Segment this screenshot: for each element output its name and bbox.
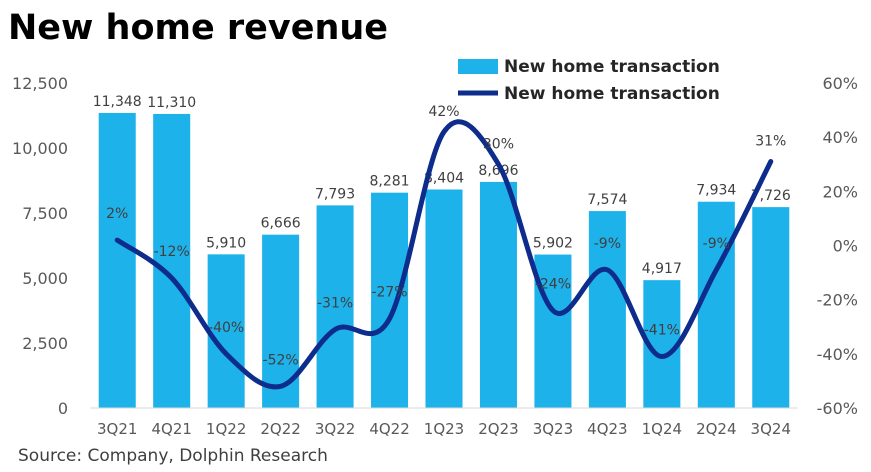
bar [588,211,626,408]
bar-value-label: 6,666 [261,216,301,232]
category-label: 1Q22 [206,420,246,438]
category-label: 3Q22 [315,420,355,438]
bar [98,112,136,409]
bar-value-label: 7,793 [315,186,355,202]
line-value-label: 30% [483,136,514,152]
category-label: 1Q24 [642,420,682,438]
line-series [114,119,774,390]
category-label: 3Q24 [751,420,791,438]
left-tick-label: 7,500 [22,204,68,223]
line-value-label: -9% [594,236,621,252]
bar-value-label: 7,574 [587,192,627,208]
left-tick-label: 10,000 [12,139,68,158]
bar-value-label: 4,917 [642,261,682,277]
right-tick-label: -20% [817,291,858,310]
left-tick-label: 0 [58,399,68,418]
right-tick-label: 60% [822,74,858,93]
left-tick-label: 5,000 [22,269,68,288]
growth-line [114,119,774,390]
bar-value-label: 11,348 [93,94,142,110]
bar-value-labels: 11,348 11,310 5,910 6,666 7,793 8,281 8,404 8,6… [93,94,791,277]
line-value-label: -27% [371,285,407,301]
bar [425,189,463,408]
category-label: 2Q22 [260,420,300,438]
category-label: 2Q23 [478,420,518,438]
left-tick-label: 12,500 [12,74,68,93]
category-label: 3Q21 [97,420,137,438]
legend-line-label: New home transaction [504,84,720,104]
bar [371,192,409,408]
bar [207,254,245,408]
bar [153,113,191,408]
bar [262,234,300,408]
bar-value-label: 7,934 [696,183,736,199]
bar-value-label: 7,726 [751,188,791,204]
right-y-axis: -60% -40% -20% 0% 20% 40% 60% [817,74,858,418]
bar-value-label: 8,281 [369,174,409,190]
legend-bar-label: New home transaction [504,57,720,77]
bar [752,207,790,408]
line-value-label: 2% [106,206,128,222]
bar [534,254,572,408]
source-note: Source: Company, Dolphin Research [18,446,328,466]
right-tick-label: 40% [822,128,858,147]
line-value-label: -24% [535,277,571,293]
line-value-label: 31% [755,134,786,150]
bar [697,201,735,408]
line-value-label: -12% [154,244,190,260]
line-value-label: -40% [208,320,244,336]
category-label: 1Q23 [424,420,464,438]
bar-value-label: 5,902 [533,236,573,252]
line-value-label: -41% [644,323,680,339]
right-tick-label: 20% [822,182,858,201]
right-tick-label: 0% [833,237,858,256]
right-tick-label: -60% [817,399,858,418]
line-value-label: -31% [317,295,353,311]
line-value-labels: 2% -12% -40% -52% -31% -27% 42% 30% -24% -9% -41% -… [106,104,786,369]
category-label: 3Q23 [533,420,573,438]
bar-value-label: 11,310 [147,95,196,111]
chart-title: New home revenue [8,8,389,48]
category-label: 4Q23 [587,420,627,438]
right-tick-label: -40% [817,345,858,364]
bar [316,205,354,408]
bar-value-label: 8,404 [424,170,464,186]
left-y-axis: 0 2,500 5,000 7,500 10,000 12,500 [12,74,68,418]
line-value-label: 42% [428,104,459,120]
category-axis: 3Q21 4Q21 1Q22 2Q22 3Q22 4Q22 1Q23 2Q23 3Q23 4Q23… [97,420,791,438]
category-label: 4Q21 [151,420,191,438]
bar-series [90,112,798,409]
line-value-label: -52% [263,352,299,368]
bar-value-label: 8,696 [478,163,518,179]
legend-bar-swatch [458,59,498,74]
bar [479,181,517,408]
category-label: 2Q24 [696,420,736,438]
category-label: 4Q22 [369,420,409,438]
left-tick-label: 2,500 [22,334,68,353]
legend: New home transaction New home transactio… [458,57,720,104]
line-value-label: -9% [703,236,730,252]
bar-value-label: 5,910 [206,235,246,251]
